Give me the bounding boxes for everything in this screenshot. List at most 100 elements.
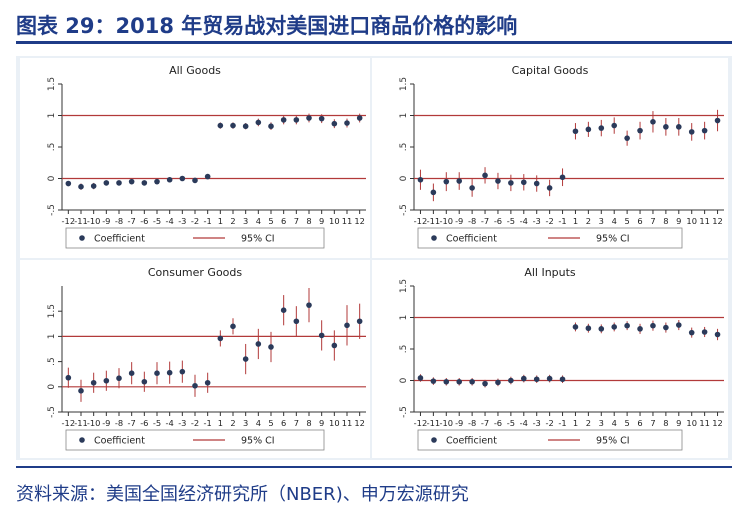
data-point (331, 342, 338, 349)
x-tick-label: 1 (218, 418, 223, 428)
x-tick-label: 8 (306, 216, 311, 226)
data-point (624, 322, 630, 329)
y-tick-label: -.5 (47, 406, 57, 418)
x-tick-label: -2 (191, 216, 199, 226)
panel-title: Capital Goods (512, 64, 589, 77)
data-point (90, 379, 97, 386)
panel-background (372, 58, 728, 258)
data-point (443, 178, 450, 185)
data-point (280, 307, 287, 313)
x-tick-label: -8 (468, 216, 476, 226)
x-tick-label: -11 (427, 216, 441, 226)
chart-panel-1: All Goods-.50.511.5-12 -11 -10 -9 -8 -7 -6 -5 -4… (20, 58, 370, 258)
data-point (356, 318, 363, 325)
x-tick-label: -1 (558, 418, 566, 428)
x-tick-label: -4 (520, 216, 528, 226)
chart-panel-2: Capital Goods-.50.511.5-12 -11 -10 -9 -8 -7 -6… (372, 58, 728, 258)
x-tick-label: 7 (650, 216, 655, 226)
x-tick-label: 4 (256, 216, 261, 226)
x-tick-label: -3 (178, 216, 186, 226)
data-point (469, 185, 475, 191)
x-tick-label: -11 (427, 418, 441, 428)
data-point (331, 120, 338, 127)
x-tick-label: 3 (243, 418, 248, 428)
x-tick-label: 1 (573, 216, 578, 226)
data-point (520, 375, 527, 382)
data-point (663, 324, 669, 331)
data-point (714, 331, 721, 338)
x-tick-label: -2 (545, 216, 553, 226)
data-point (318, 115, 325, 122)
data-point (637, 326, 643, 332)
x-tick-label: -9 (455, 418, 463, 428)
data-point (701, 329, 708, 335)
data-point (344, 322, 350, 329)
data-point (65, 374, 72, 381)
x-tick-label: 6 (637, 418, 642, 428)
legend-line-label: 95% CI (596, 436, 630, 447)
data-point (293, 117, 300, 123)
x-tick-label: -11 (74, 216, 88, 226)
legend-point-label: Coefficient (446, 234, 497, 245)
x-tick-label: -3 (178, 418, 186, 428)
data-point (495, 178, 501, 184)
x-tick-label: -7 (481, 418, 489, 428)
y-tick-label: 1 (47, 334, 57, 340)
data-point (255, 341, 262, 347)
data-point (456, 178, 463, 184)
x-tick-label: 11 (699, 418, 710, 428)
title-rule (16, 41, 732, 44)
y-tick-label: 1.5 (47, 77, 57, 91)
x-tick-label: -1 (204, 216, 212, 226)
panel-title: All Goods (169, 64, 221, 77)
legend-point-marker (431, 235, 437, 241)
x-tick-label: -6 (494, 216, 502, 226)
data-point (637, 127, 643, 134)
x-tick-label: 7 (650, 418, 655, 428)
y-tick-label: 1.5 (399, 279, 409, 293)
x-tick-label: 12 (712, 216, 723, 226)
data-point (116, 180, 122, 186)
data-point (663, 124, 669, 130)
data-point (572, 128, 579, 135)
data-point (154, 178, 160, 185)
x-tick-label: 8 (663, 216, 668, 226)
y-tick-label: 1 (47, 113, 57, 119)
data-point (430, 378, 437, 384)
data-point (128, 370, 135, 376)
x-tick-label: 5 (624, 216, 629, 226)
data-point (242, 123, 249, 130)
data-point (533, 180, 540, 187)
x-tick-label: -1 (558, 216, 566, 226)
data-point (65, 180, 72, 187)
legend-point-label: Coefficient (94, 234, 145, 245)
panel-background (20, 58, 370, 258)
data-point (417, 375, 424, 381)
legend-point-label: Coefficient (94, 436, 145, 447)
x-tick-label: -8 (115, 216, 123, 226)
data-point (242, 356, 249, 362)
x-tick-label: 2 (230, 216, 235, 226)
y-tick-label: 0 (47, 175, 57, 181)
data-point (559, 174, 566, 181)
data-point (268, 123, 274, 130)
x-tick-label: -12 (414, 216, 428, 226)
chart-panel-3: Consumer Goods-.50.511.5-12 -11 -10 -9 -8 -7-… (20, 260, 370, 458)
x-tick-label: 1 (218, 216, 223, 226)
x-tick-label: -6 (494, 418, 502, 428)
x-tick-label: 7 (294, 216, 299, 226)
data-point (192, 177, 198, 184)
y-tick-label: .5 (399, 143, 409, 152)
data-point (204, 173, 211, 180)
x-tick-label: 5 (624, 418, 629, 428)
y-tick-label: -.5 (47, 204, 57, 216)
x-tick-label: -6 (140, 216, 148, 226)
x-tick-label: -7 (481, 216, 489, 226)
x-tick-label: -10 (440, 418, 454, 428)
x-tick-label: 11 (342, 418, 353, 428)
data-point (495, 379, 501, 386)
data-point (675, 322, 682, 328)
data-point (611, 324, 618, 330)
data-point (344, 120, 350, 126)
y-tick-label: 1 (399, 315, 409, 321)
